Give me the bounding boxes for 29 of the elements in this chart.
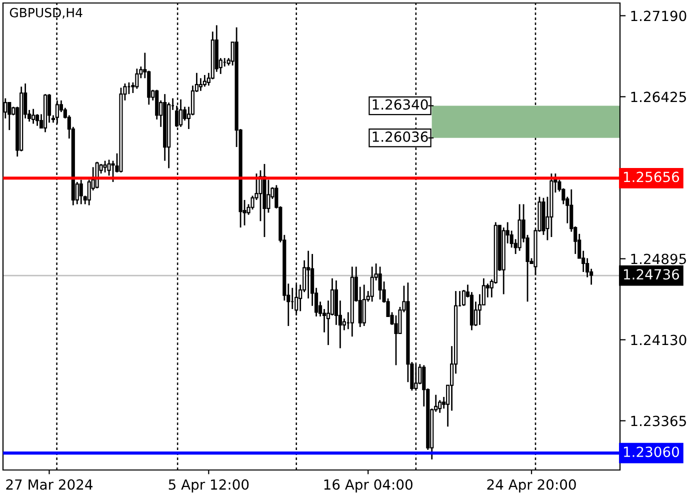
candlestick	[32, 108, 36, 124]
candlestick	[35, 113, 40, 127]
x-tick-label: 16 Apr 04:00	[324, 479, 412, 492]
candlestick	[370, 266, 374, 302]
candlestick	[8, 102, 12, 131]
candlestick	[258, 170, 262, 222]
chart-title: GBPUSD,H4	[10, 8, 82, 19]
ref-line-label: 1.25656	[624, 172, 680, 182]
candlestick	[202, 74, 206, 88]
candlestick	[438, 399, 442, 414]
candlestick	[79, 179, 83, 205]
x-tick-label: 24 Apr 20:00	[487, 479, 576, 492]
annotation: 1.26340	[372, 99, 428, 110]
candlestick	[362, 284, 366, 327]
y-tick-label: 1.23365	[631, 416, 686, 426]
y-tick-label: 1.24895	[631, 254, 686, 264]
x-tick-label: 27 Mar 2024	[6, 479, 92, 490]
x-tick-label: 5 Apr 12:00	[168, 479, 249, 492]
y-tick-label: 1.26425	[631, 92, 686, 102]
y-tick-label: 1.27190	[631, 10, 686, 22]
annotation: 1.26036	[372, 131, 428, 142]
ref-line-label: 1.23060	[624, 446, 679, 458]
candlestick	[198, 77, 202, 92]
ref-line-label: 1.24736	[624, 269, 680, 280]
y-tick-label: 1.24130	[631, 334, 686, 346]
candlestick	[103, 160, 107, 174]
candlestick	[135, 68, 139, 90]
candlestick	[266, 179, 270, 214]
candlestick	[378, 266, 382, 300]
